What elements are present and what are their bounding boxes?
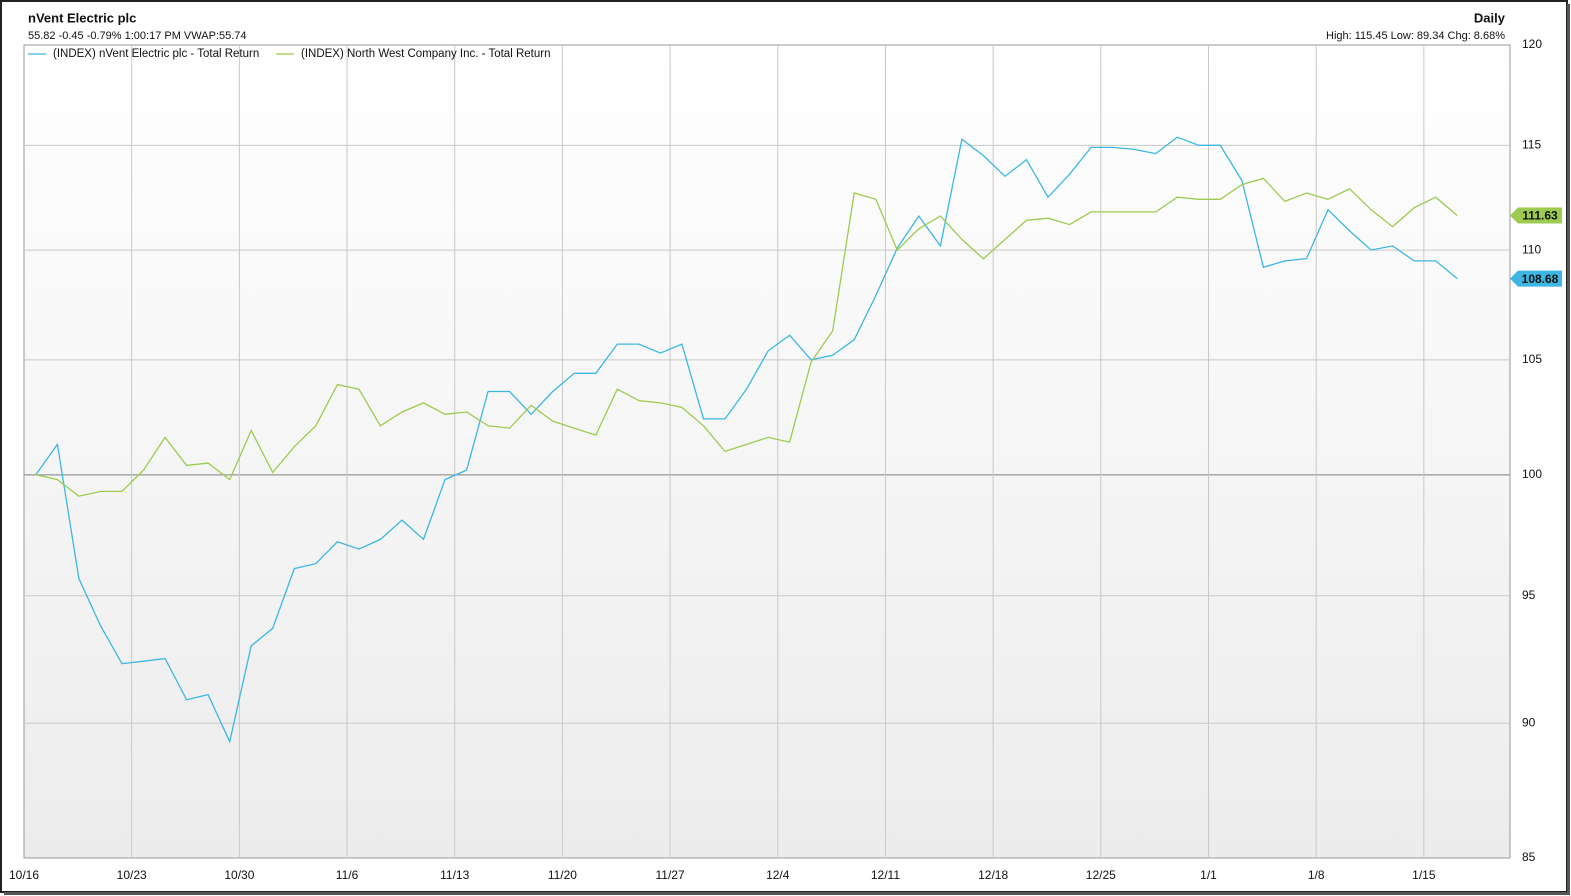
y-tick-label: 115 [1522,138,1541,152]
x-tick-label: 12/4 [766,868,790,882]
x-tick-label: 10/23 [117,868,147,882]
y-tick-label: 95 [1522,588,1536,602]
x-tick-label: 11/20 [548,868,577,882]
last-value-badge [1510,207,1562,224]
x-tick-label: 1/1 [1200,868,1217,882]
last-value-label: 108.68 [1522,272,1559,286]
x-tick-label: 10/30 [224,868,254,882]
x-tick-label: 10/16 [9,868,39,882]
y-tick-label: 110 [1522,242,1541,256]
y-tick-label: 120 [1522,37,1542,51]
line [35,177,1458,497]
x-tick-label: 11/6 [336,868,359,882]
x-tick-label: 12/18 [978,868,1008,882]
last-value-label: 111.63 [1522,209,1558,223]
y-tick-label: 105 [1522,352,1542,366]
x-tick-label: 11/13 [440,868,469,882]
legend-label: (INDEX) nVent Electric plc - Total Retur… [53,48,259,60]
x-tick-label: 12/25 [1086,868,1116,882]
plot-area [23,44,1511,859]
frame-shadow [1567,4,1570,894]
x-tick-label: 1/8 [1308,868,1325,882]
x-tick-label: 11/27 [656,868,685,882]
chart-title: nVent Electric plc [28,10,136,25]
y-tick-label: 100 [1522,467,1542,481]
subtitle: 55.82 -0.45 -0.79% 1:00:17 PM VWAP:55.74 [28,30,247,42]
frame-shadow [4,892,1570,895]
x-tick-label: 12/11 [871,868,900,882]
stats: High: 115.45 Low: 89.34 Chg: 8.68% [1326,30,1505,42]
legend-label: (INDEX) North West Company Inc. - Total … [301,48,550,60]
y-tick-label: 85 [1522,850,1536,864]
period: Daily [1474,10,1506,25]
line [35,136,1458,744]
last-value-badge [1510,270,1562,287]
y-tick-label: 90 [1522,715,1536,729]
x-tick-label: 1/15 [1412,868,1436,882]
